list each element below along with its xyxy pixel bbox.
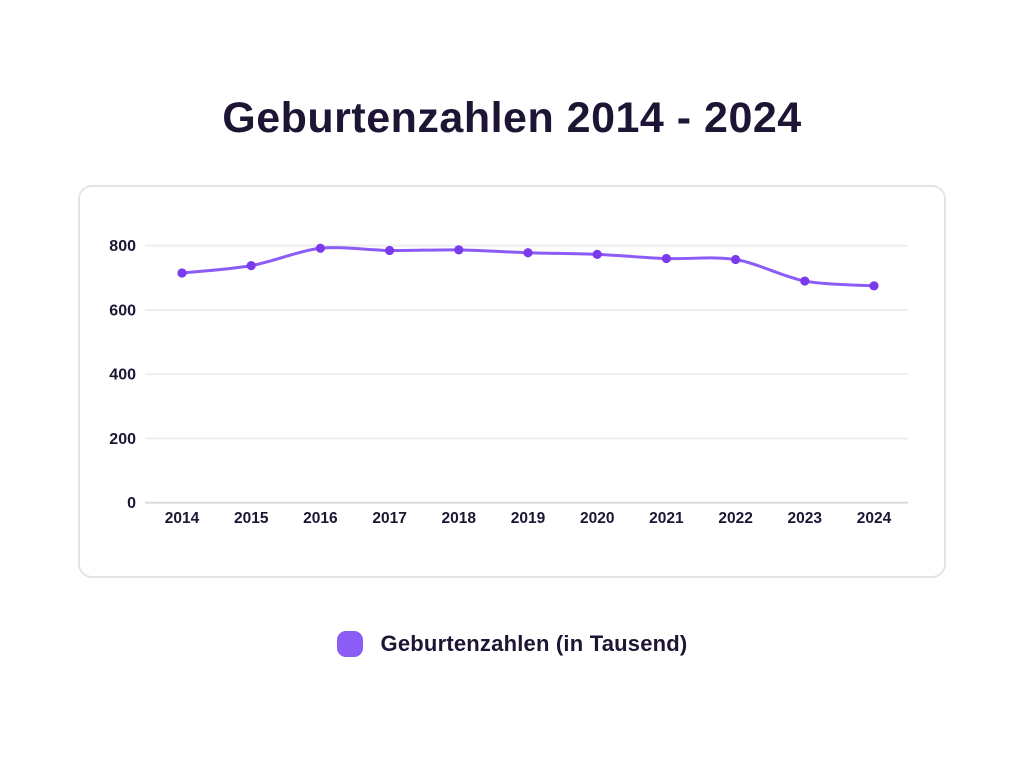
x-axis-tick-label: 2019	[511, 510, 546, 527]
data-point	[661, 253, 672, 264]
y-axis-tick-label: 400	[109, 367, 136, 384]
x-axis-tick-label: 2014	[165, 510, 200, 527]
x-axis-tick-label: 2023	[788, 510, 823, 527]
data-point	[731, 254, 741, 265]
data-point	[177, 268, 187, 278]
chart-legend: Geburtenzahlen (in Tausend)	[0, 631, 1024, 657]
x-axis-tick-label: 2024	[857, 510, 892, 527]
legend-marker	[336, 631, 363, 657]
chart-title: Geburtenzahlen 2014 - 2024	[222, 94, 802, 142]
data-point	[454, 245, 464, 255]
y-axis-tick-label: 800	[109, 238, 136, 255]
chart-canvas: 0 200 400 600 800 2014 2015 2016 2017 2018 2019 202…	[109, 238, 908, 527]
x-axis-tick-label: 2016	[303, 510, 338, 527]
x-axis-tick-label: 2020	[580, 510, 614, 527]
data-point	[385, 245, 395, 256]
y-axis-tick-label: 600	[109, 302, 136, 319]
data-point	[869, 281, 879, 291]
legend-label: Geburtenzahlen (in Tausend)	[380, 631, 688, 656]
chart-card: 0 200 400 600 800 2014 2015 2016 2017 2018 2019 202…	[78, 185, 946, 578]
x-axis-tick-label: 2021	[649, 510, 684, 527]
data-point	[800, 276, 810, 286]
x-axis-tick-label: 2018	[442, 510, 477, 527]
data-point	[592, 249, 602, 259]
data-point	[523, 248, 533, 258]
x-axis-tick-label: 2022	[718, 510, 752, 527]
data-point	[246, 261, 256, 271]
y-axis-tick-label: 0	[127, 495, 136, 512]
x-axis-tick-label: 2017	[372, 510, 406, 527]
data-point	[315, 243, 325, 253]
y-axis-tick-label: 200	[109, 431, 136, 448]
x-axis-tick-label: 2015	[234, 510, 269, 527]
